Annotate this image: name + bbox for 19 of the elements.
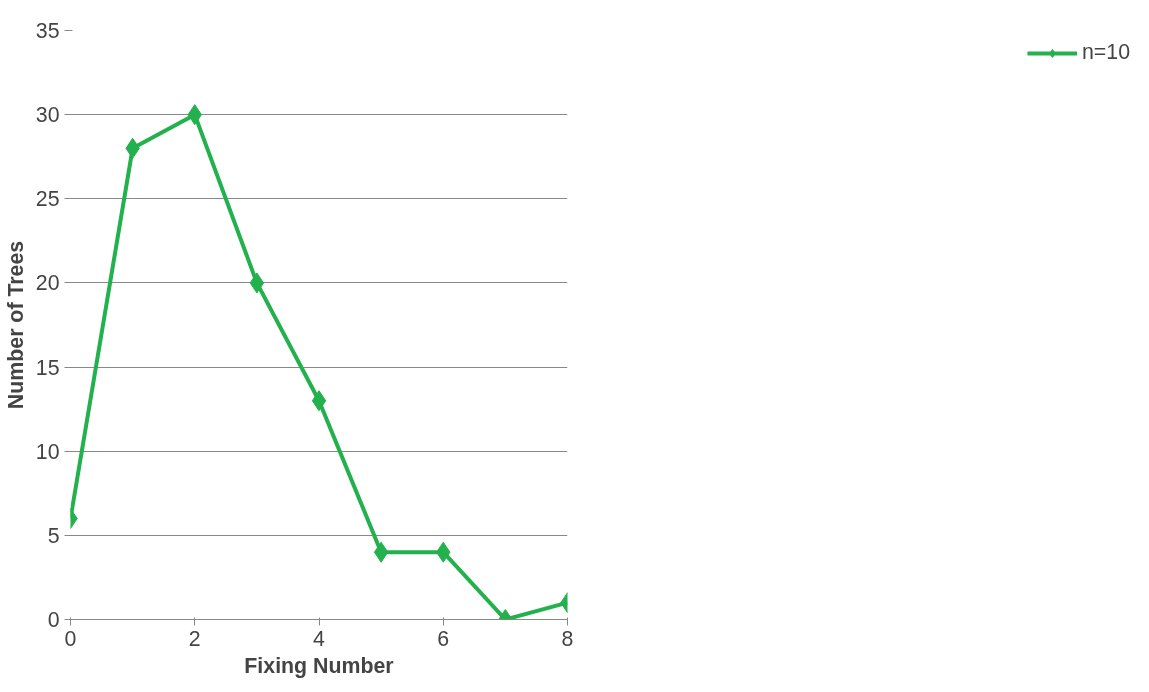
point — [373, 541, 389, 563]
y-tick-label: 20 — [35, 271, 60, 296]
x-tick-label: 4 — [313, 626, 326, 651]
x-tick-label: 6 — [437, 626, 450, 651]
y-tick-label: 5 — [47, 523, 60, 548]
x-tick-label: 0 — [64, 626, 77, 651]
legend-label: n=10 — [1081, 40, 1130, 65]
x-axis-title: Fixing Number — [244, 653, 394, 678]
x-tick-label: 8 — [561, 626, 574, 651]
y-tick-label: 10 — [35, 439, 60, 464]
y-tick-label: 0 — [47, 608, 60, 632]
point — [249, 272, 265, 294]
y-tick-label: 15 — [35, 355, 60, 380]
y-tick-label: 35 — [35, 19, 60, 43]
y-axis-title: Number of Trees — [3, 240, 28, 410]
y-tick-label: 25 — [35, 187, 60, 212]
x-tick-label: 2 — [188, 626, 201, 651]
y-tick-label: 30 — [35, 103, 60, 128]
point — [311, 390, 327, 412]
